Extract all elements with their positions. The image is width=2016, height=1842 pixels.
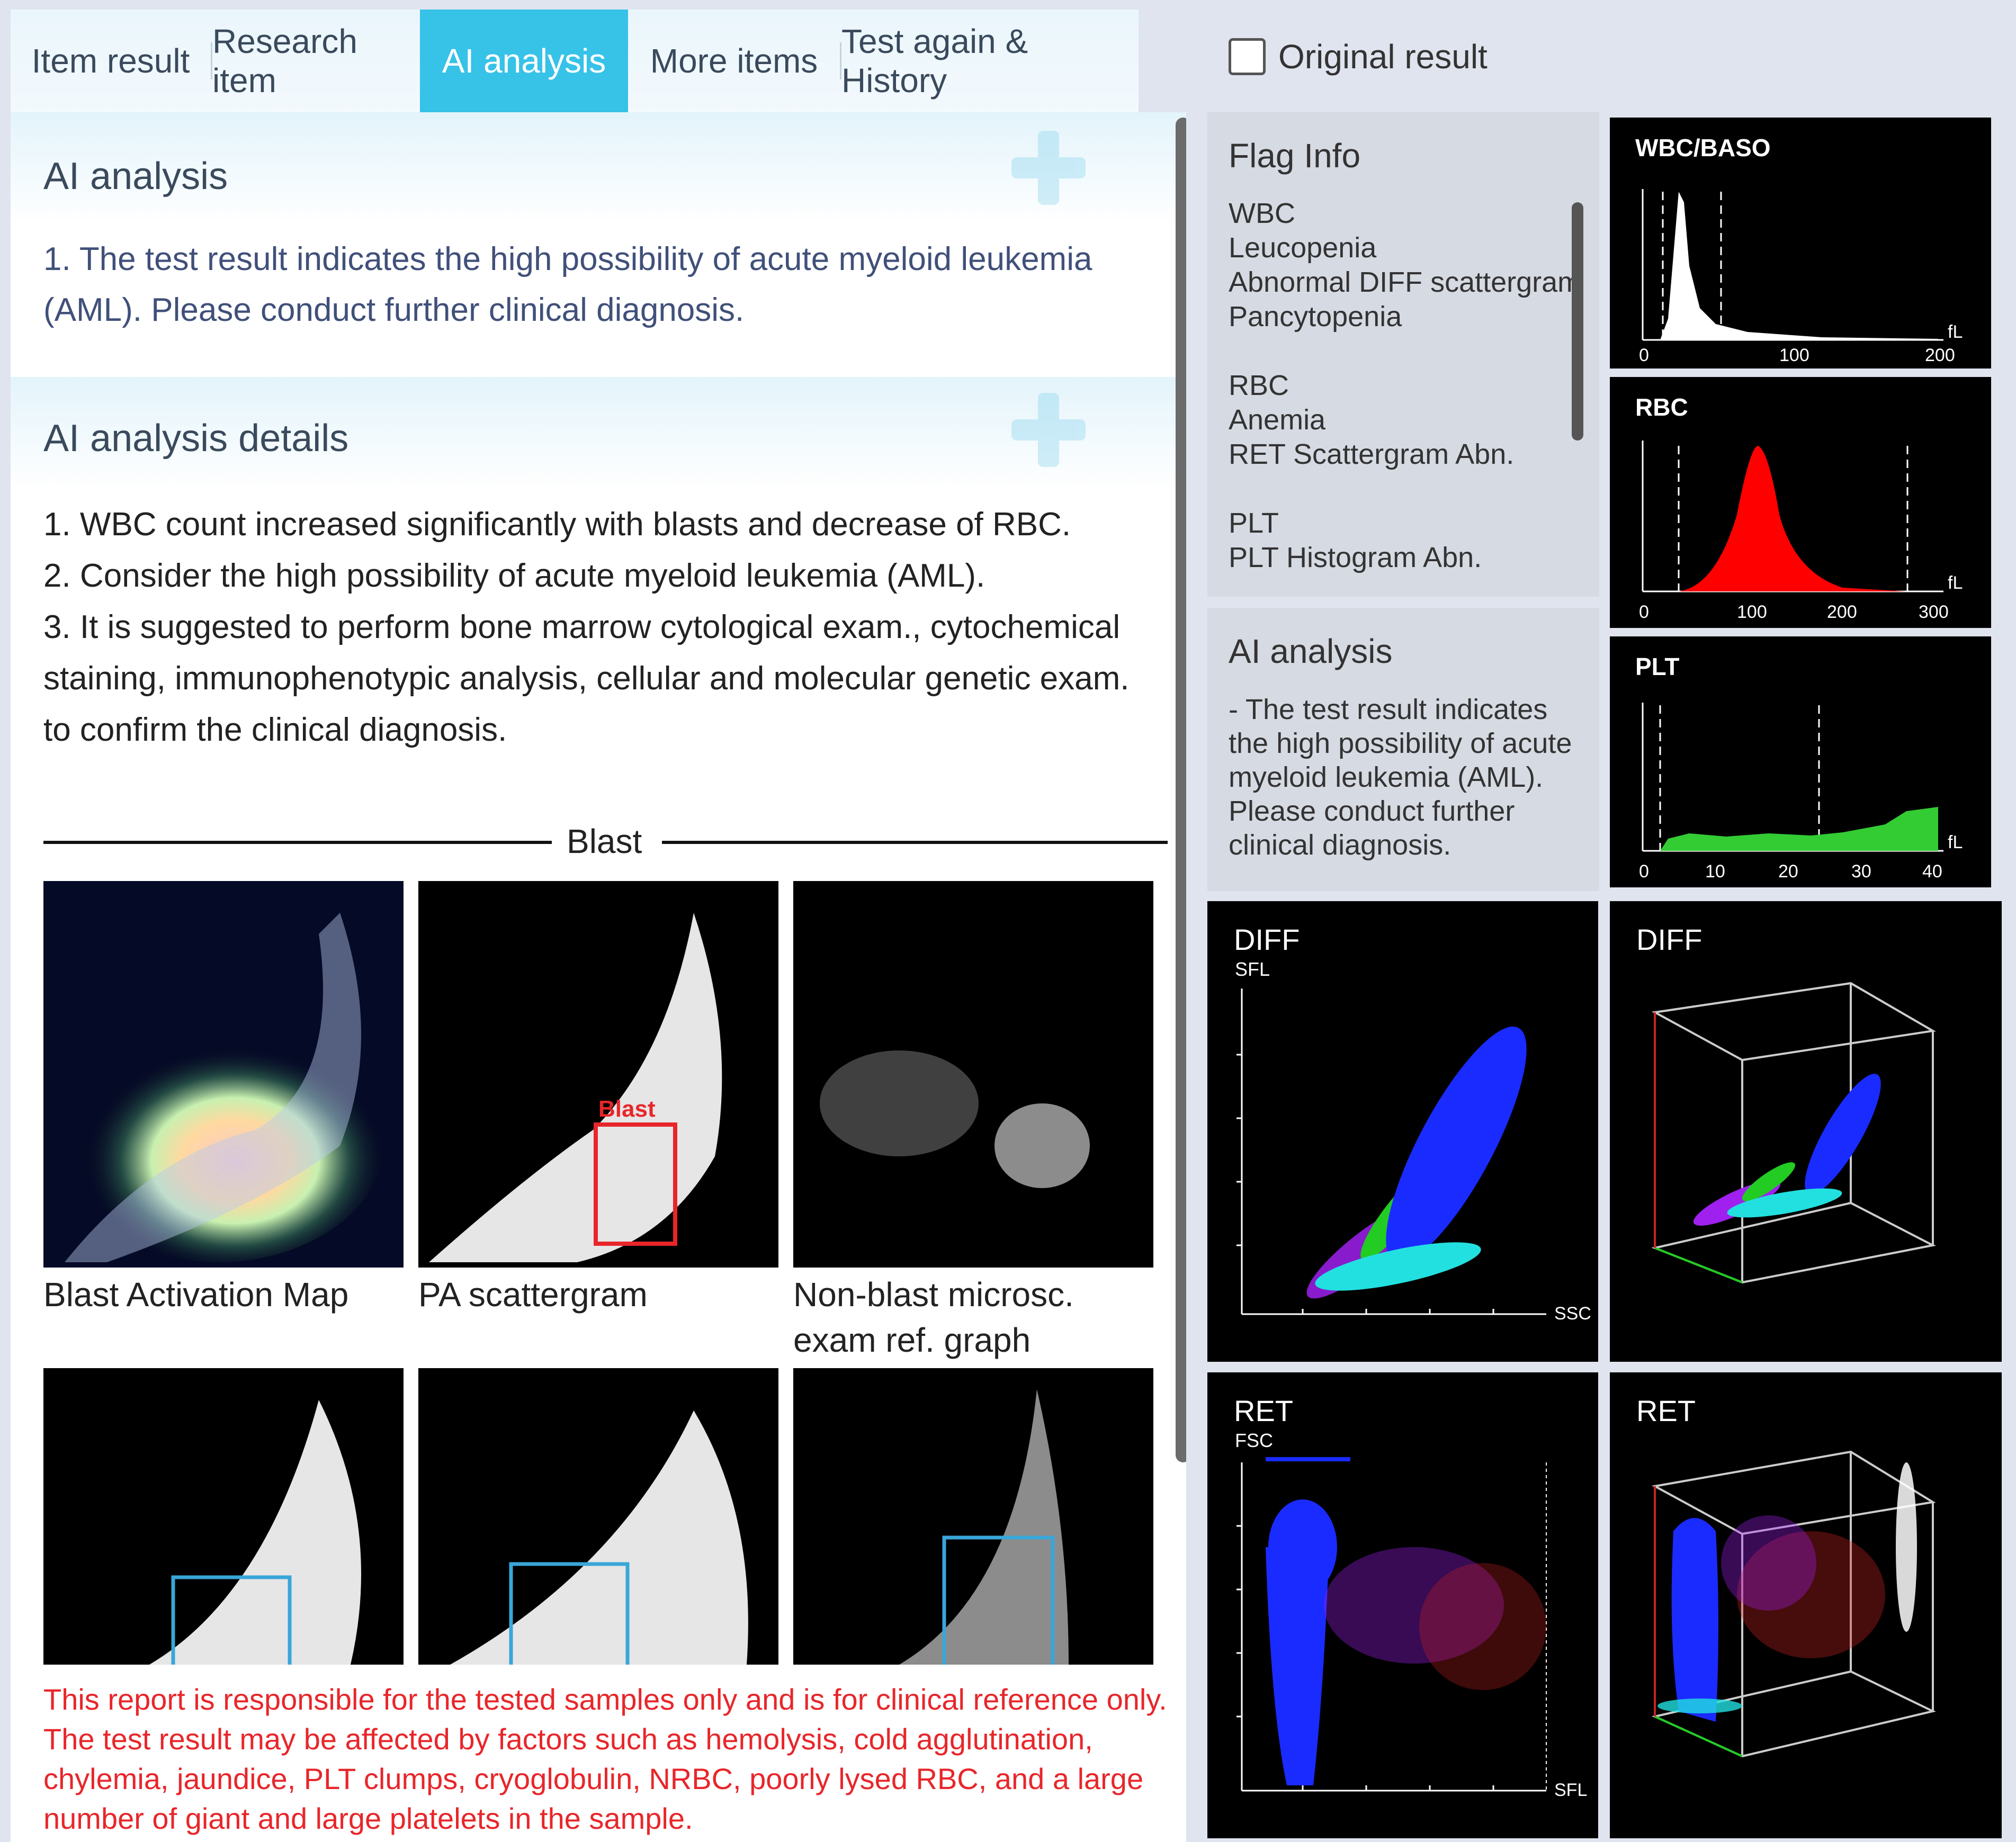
tick-label: 20 [1778,861,1798,882]
tick-label: 200 [1827,602,1857,622]
scatter-title: DIFF [1234,923,1300,956]
plus-decoration-icon [1011,131,1086,205]
unit-label: fL [1948,573,1963,593]
scatter-title: RET [1636,1394,1696,1427]
ai-details-line-2: 2. Consider the high possibility of acut… [43,558,985,594]
ai-details-line-1: 1. WBC count increased significantly wit… [43,506,1071,543]
scatter-title: DIFF [1636,923,1703,956]
flag-item: PLT Histogram Abn. [1229,542,1482,573]
flag-item: Pancytopenia [1229,301,1402,333]
flag-item: Anemia [1229,404,1326,436]
tab-research-item[interactable]: Research item [212,22,357,100]
flag-info-title: Flag Info [1229,137,1361,175]
diff-scattergram-3d: DIFF [1610,901,2002,1362]
tick-label: 10 [1705,861,1725,882]
tick-label: 30 [1851,861,1871,882]
tick-label: 40 [1922,861,1942,882]
y-axis-label: FSC [1235,1430,1273,1451]
y-axis-label: SFL [1235,958,1270,980]
caption-blast-activation-map: Blast Activation Map [43,1275,349,1314]
tick-label: 0 [1639,861,1649,882]
flag-item: WBC [1229,197,1295,229]
plt-histogram: 0 10 20 30 40 fL PLT [1610,636,1991,887]
tab-ai-analysis[interactable]: AI analysis [420,10,628,112]
ai-analysis-title: AI analysis [43,155,228,197]
scatter-thumbnail [418,1368,778,1665]
tick-label: 0 [1639,602,1649,622]
ai-analysis-panel: AI analysis 1. The test result indicates… [11,112,1186,1842]
divider [43,841,552,844]
blast-box-label: Blast [598,1096,656,1122]
ai-details-header [11,377,1186,488]
original-result-label: Original result [1278,38,1488,76]
scatter-thumbnail [793,1368,1153,1665]
ai-details-line-3: 3. It is suggested to perform bone marro… [43,609,1130,748]
ai-analysis-header [11,112,1186,223]
tick-label: 100 [1737,602,1767,622]
unit-label: fL [1948,832,1963,852]
plus-decoration-icon [1011,393,1086,467]
wbc-baso-histogram: 0 100 200 fL WBC/BASO [1610,118,1991,369]
x-axis-label: SFL [1554,1780,1587,1800]
non-blast-ref-graph [793,881,1153,1268]
ai-side-text: - The test result indicates the high pos… [1229,694,1572,861]
tab-divider [840,42,841,79]
ai-side-panel: AI analysis - The test result indicates … [1207,608,1599,891]
blast-activation-map [43,881,404,1268]
flag-info-scrollbar[interactable] [1572,202,1583,441]
ai-analysis-text: 1. The test result indicates the high po… [43,241,1092,328]
tab-more-items[interactable]: More items [650,42,818,80]
ai-details-title: AI analysis details [43,417,349,460]
scrollbar[interactable] [1176,118,1186,1462]
tab-test-again-history[interactable]: Test again & History [841,22,1028,100]
pa-scattergram: Blast [418,881,778,1268]
tab-bar: Item result Research item AI analysis Mo… [11,10,1139,112]
histogram-title: RBC [1635,393,1688,421]
ret-scattergram-2d: SFL RET FSC [1207,1372,1598,1838]
tick-label: 300 [1919,602,1949,622]
flag-item: RBC [1229,370,1289,401]
x-axis-label: SSC [1554,1304,1591,1324]
flag-item: Abnormal DIFF scattergram [1229,266,1582,298]
flag-item: Leucopenia [1229,232,1377,264]
original-result-checkbox[interactable] [1229,38,1266,75]
rbc-histogram: 0 100 200 300 fL RBC [1610,377,1991,628]
ai-side-title: AI analysis [1229,632,1393,670]
diff-scattergram-2d: SSC DIFF SFL [1207,901,1598,1362]
flag-item: PLT [1229,507,1279,539]
tick-label: 0 [1639,345,1649,365]
scatter-thumbnail [43,1368,404,1665]
original-result-toggle[interactable]: Original result [1229,37,1488,76]
unit-label: fL [1948,322,1963,342]
tab-divider [211,42,212,79]
caption-non-blast-graph: Non-blast microsc. exam ref. graph [793,1275,1074,1359]
histogram-title: PLT [1635,653,1680,680]
disclaimer-text: This report is responsible for the teste… [43,1683,1167,1835]
tick-label: 100 [1779,345,1809,365]
ret-scattergram-3d: RET [1610,1372,2002,1838]
flag-item: RET Scattergram Abn. [1229,438,1515,470]
scatter-title: RET [1234,1394,1293,1427]
tick-label: 200 [1925,345,1955,365]
caption-pa-scattergram: PA scattergram [418,1275,648,1314]
divider [662,841,1168,844]
histogram-title: WBC/BASO [1635,134,1771,161]
blast-section-label: Blast [567,822,642,860]
flag-info-panel: Flag Info WBC Leucopenia Abnormal DIFF s… [1207,112,1599,597]
tab-item-result[interactable]: Item result [31,42,190,80]
